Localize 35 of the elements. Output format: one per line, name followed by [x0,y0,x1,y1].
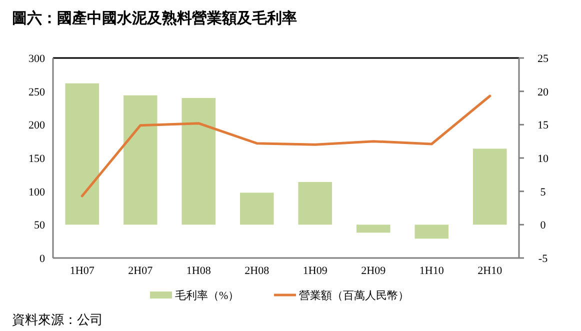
x-tick-label: 1H10 [419,265,444,277]
y-tick-label: 100 [28,186,46,198]
bar [123,95,158,225]
x-tick-label: 1H09 [302,265,328,277]
y2-tick-label: -5 [538,253,548,265]
bar [182,98,216,225]
y-tick-label: 50 [34,220,46,232]
y-tick-label: 150 [28,153,46,165]
legend-label: 營業額（百萬人民幣） [299,289,409,302]
x-tick-label: 2H09 [361,265,386,277]
bar [240,192,274,225]
x-tick-label: 2H07 [128,265,154,277]
y-tick-label: 0 [40,253,46,265]
x-tick-label: 1H08 [186,265,212,277]
bar [65,83,100,225]
bar [298,182,332,225]
y2-tick-label: 15 [538,120,549,132]
x-tick-label: 2H10 [478,265,503,277]
y-tick-label: 200 [28,120,46,132]
y2-tick-label: 10 [538,153,549,165]
legend-label: 毛利率（%） [175,289,240,302]
bar [414,224,449,239]
chart-title: 圖六：國產中國水泥及熟料營業額及毛利率 [12,9,297,27]
y2-tick-label: 20 [538,86,549,98]
bar [356,224,390,233]
y2-tick-label: 0 [540,220,546,232]
y-tick-label: 250 [28,86,46,98]
source-note: 資料來源：公司 [12,312,103,327]
x-tick-label: 2H08 [244,265,270,277]
line-series [80,94,492,198]
y2-tick-label: 5 [540,186,546,198]
y2-tick-label: 25 [538,53,549,65]
bar [472,148,507,225]
y-tick-label: 300 [28,53,46,65]
x-tick-label: 1H07 [70,265,95,277]
